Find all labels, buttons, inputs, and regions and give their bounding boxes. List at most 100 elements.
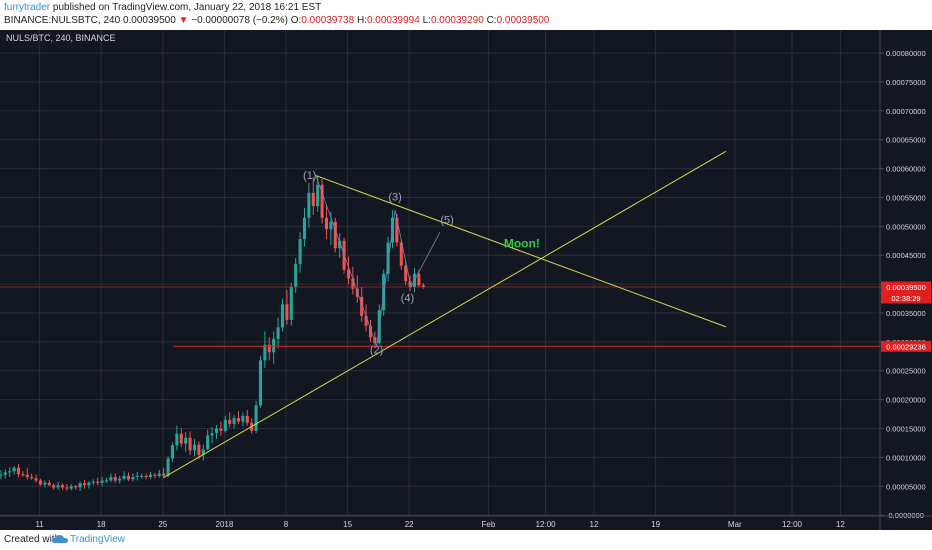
candle-down [82,483,87,486]
chart-area[interactable]: (1) (2) (3) (4) (5) Moon! 0.00080000 0.0007500… [0,30,932,530]
created-with-text: Created with [4,534,61,545]
candle-up [214,428,219,434]
candle-down [16,467,21,475]
candle-down [311,192,315,207]
wave-label: (4) [401,292,414,304]
price-tick-label: 0.00035000 [886,309,926,318]
candle-down [126,475,131,480]
candle-up [386,242,390,274]
time-tick-label: 12 [836,520,845,529]
price-tick-label: 0.00070000 [886,107,926,116]
candle-up [135,475,139,478]
candle-down [236,418,241,422]
candle-down [21,474,25,476]
candle-down [324,217,329,230]
wave-label: (5) [440,214,453,226]
candle-down [74,486,78,488]
candle-down [360,296,364,316]
price-badge-label: 0.00029236 [886,342,926,351]
candle-up [263,344,267,361]
publish-header: furrytrader published on TradingView.com… [0,0,932,30]
candle-up [8,471,12,473]
candle-up [3,472,7,475]
candle-up [276,327,280,339]
candle-down [364,315,368,326]
candle-down [188,437,192,451]
time-tick-label: 12:00 [782,520,803,529]
price-tick-label: 0.00045000 [886,251,926,260]
price-tick-label: 0.00055000 [886,193,926,202]
candle-down [219,428,223,431]
candle-down [52,485,56,488]
candle-up [302,217,307,240]
candle-down [285,304,289,320]
time-tick-label: 8 [284,520,289,529]
trendline [163,150,727,479]
price-chart[interactable]: (1) (2) (3) (4) (5) Moon! 0.00080000 0.0007500… [0,30,932,530]
candle-up [69,486,73,489]
candle-up [329,221,333,230]
candle-down [346,269,351,279]
candle-down [245,415,249,423]
moon-annotation: Moon! [504,237,540,251]
candle-up [201,449,205,456]
candle-down [404,265,408,282]
candle-up [170,445,175,459]
tradingview-brand[interactable]: TradingView [70,534,126,545]
price-tick-label: 0.00065000 [886,136,926,145]
candle-up [298,239,302,264]
candle-down [162,473,166,476]
footer: Created with TradingView [0,530,932,550]
time-tick-label: 25 [158,520,167,529]
candle-up [43,482,47,485]
chart-title: NULS/BTC, 240, BINANCE [6,33,116,43]
candle-up [148,474,153,478]
publish-line: furrytrader published on TradingView.com… [4,2,321,13]
candle-down [395,217,399,243]
candle-down [351,278,355,289]
price-tick-label: 0.00015000 [886,425,926,434]
candle-up [104,480,109,482]
candle-down [65,487,69,489]
candle-up [166,458,170,476]
time-axis[interactable]: 11 18 25 2018 8 15 22 Feb 12:00 12 19 Mar 12:00 12 [0,515,932,529]
candle-down [47,482,51,486]
candle-up [91,481,95,483]
price-badge [881,340,931,352]
candle-down [421,285,425,288]
candle-up [210,433,214,436]
low-value: 0.00039290 [430,15,484,26]
price-tick-label: 0.00025000 [886,367,926,376]
price-axis[interactable]: 0.00080000 0.00075000 0.00070000 0.00065000… [879,30,931,530]
candle-up [307,192,311,218]
candle-up [280,304,285,328]
countdown-label: 02:38:29 [891,294,920,303]
price-tick-label: 0.00020000 [886,396,926,405]
candle-down [333,221,337,249]
wave-label: (1) [303,170,316,182]
candle-up [294,263,298,288]
candle-up [192,444,197,451]
candle-down [399,242,403,266]
time-tick-label: 11 [35,520,44,529]
time-tick-label: Feb [482,520,496,529]
candle-down [25,474,29,478]
candle-down [368,325,373,338]
candle-up [122,475,126,479]
candle-down [34,478,38,481]
close-value: 0.00039500 [496,15,550,26]
price-tick-label: 0.00010000 [886,453,926,462]
time-tick-label: 12 [590,520,599,529]
candles [0,175,425,491]
candle-up [289,287,293,320]
price-badge-label: 0.00039500 [886,283,926,292]
wave-label: (2) [370,344,383,356]
time-tick-label: 12:00 [536,520,557,529]
author-link[interactable]: furrytrader [4,2,51,13]
tradingview-cloud-icon [52,534,68,547]
low-label: L: [422,15,431,26]
candle-up [78,483,82,488]
candle-down [153,474,157,476]
candle-down [96,481,100,483]
candle-up [56,485,60,488]
